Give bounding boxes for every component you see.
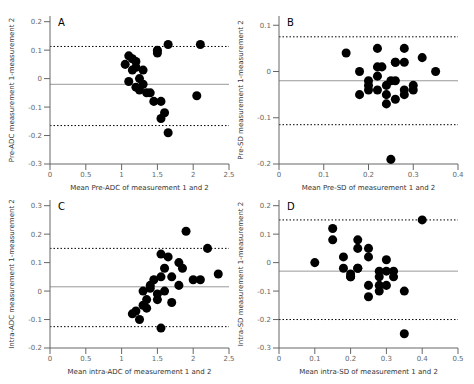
svg-text:0.4: 0.4 <box>417 355 429 363</box>
svg-text:-0.1: -0.1 <box>257 288 271 296</box>
svg-text:Mean intra-SD of measurement 1: Mean intra-SD of measurement 1 and 2 <box>299 368 438 376</box>
svg-text:0: 0 <box>38 75 42 83</box>
svg-text:2.5: 2.5 <box>223 355 234 363</box>
svg-text:Pre-SD measurement 1-measureme: Pre-SD measurement 1-measurement 2 <box>237 20 245 159</box>
svg-text:0.1: 0.1 <box>260 22 271 30</box>
svg-text:0.2: 0.2 <box>363 171 374 179</box>
svg-text:-0.1: -0.1 <box>28 104 42 112</box>
svg-text:-0.2: -0.2 <box>257 316 271 324</box>
svg-text:0.1: 0.1 <box>318 171 329 179</box>
svg-text:2: 2 <box>191 171 195 179</box>
svg-text:1.5: 1.5 <box>152 171 163 179</box>
svg-text:2.5: 2.5 <box>223 171 234 179</box>
svg-text:0: 0 <box>267 68 271 76</box>
html-text:C: C <box>58 201 65 212</box>
svg-text:-0.2: -0.2 <box>28 132 42 140</box>
svg-text:2: 2 <box>191 355 195 363</box>
svg-text:0.1: 0.1 <box>309 355 320 363</box>
html-text:B: B <box>287 17 294 28</box>
svg-text:0.5: 0.5 <box>80 171 91 179</box>
svg-text:0.3: 0.3 <box>408 171 419 179</box>
html-text:A: A <box>58 17 65 28</box>
svg-text:0.2: 0.2 <box>345 355 356 363</box>
svg-text:Intra-SD measurement 1-measure: Intra-SD measurement 1-measurement 2 <box>237 202 245 347</box>
svg-text:Pre-ADC measurement 1-measurem: Pre-ADC measurement 1-measurement 2 <box>8 18 16 162</box>
svg-text:0.1: 0.1 <box>260 231 271 239</box>
svg-text:0: 0 <box>277 171 281 179</box>
svg-text:0: 0 <box>38 288 42 296</box>
svg-text:0.5: 0.5 <box>452 355 463 363</box>
svg-text:-0.3: -0.3 <box>28 160 42 168</box>
svg-text:0.5: 0.5 <box>80 355 91 363</box>
svg-text:1: 1 <box>119 171 123 179</box>
svg-text:0.2: 0.2 <box>31 18 42 26</box>
svg-text:-0.2: -0.2 <box>257 160 271 168</box>
html-text:D: D <box>287 201 295 212</box>
svg-text:-0.2: -0.2 <box>28 344 42 352</box>
svg-text:-0.3: -0.3 <box>257 344 271 352</box>
svg-text:Mean Pre-ADC of measurement 1: Mean Pre-ADC of measurement 1 and 2 <box>70 184 209 192</box>
svg-text:0: 0 <box>277 355 281 363</box>
svg-text:0.2: 0.2 <box>260 202 271 210</box>
svg-text:0.1: 0.1 <box>31 259 42 267</box>
svg-text:0: 0 <box>48 171 52 179</box>
svg-text:0.3: 0.3 <box>31 202 42 210</box>
svg-text:1.5: 1.5 <box>152 355 163 363</box>
svg-text:0.2: 0.2 <box>31 231 42 239</box>
svg-text:-0.1: -0.1 <box>257 114 271 122</box>
svg-text:-0.1: -0.1 <box>28 316 42 324</box>
svg-text:0: 0 <box>48 355 52 363</box>
svg-text:0.1: 0.1 <box>31 47 42 55</box>
svg-text:Intra-ADC measurement 1-measur: Intra-ADC measurement 1-measurement 2 <box>8 199 16 349</box>
svg-text:Mean Pre-SD of measurement 1 a: Mean Pre-SD of measurement 1 and 2 <box>302 184 436 192</box>
svg-text:0: 0 <box>267 259 271 267</box>
svg-text:Mean intra-ADC of measurement: Mean intra-ADC of measurement 1 and 2 <box>68 368 212 376</box>
svg-text:0.3: 0.3 <box>381 355 392 363</box>
svg-text:1: 1 <box>119 355 123 363</box>
svg-text:0.4: 0.4 <box>452 171 464 179</box>
